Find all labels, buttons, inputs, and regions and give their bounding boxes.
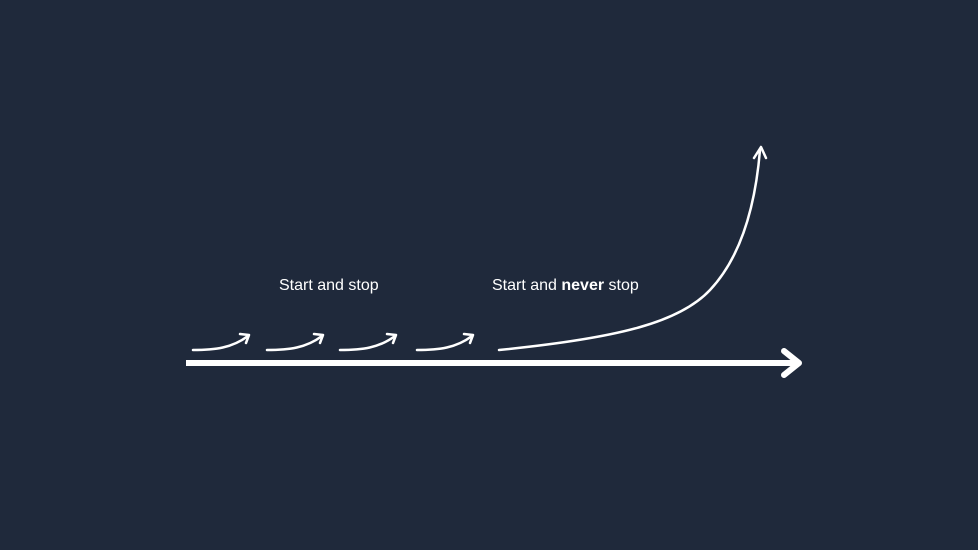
start-and-never-stop-label: Start and never stop — [492, 276, 639, 296]
never-label-suffix: stop — [604, 277, 639, 294]
axis-arrow-icon — [186, 348, 802, 378]
never-label-prefix: Start and — [492, 277, 562, 294]
small-curved-arrow-icon — [265, 332, 325, 352]
small-curved-arrow-icon — [338, 332, 398, 352]
small-curved-arrow-icon — [415, 332, 475, 352]
start-and-stop-label: Start and stop — [279, 277, 379, 294]
never-label-emphasis: never — [561, 277, 605, 294]
exponential-curve-arrow-icon — [497, 145, 768, 352]
small-curved-arrow-icon — [191, 332, 251, 352]
